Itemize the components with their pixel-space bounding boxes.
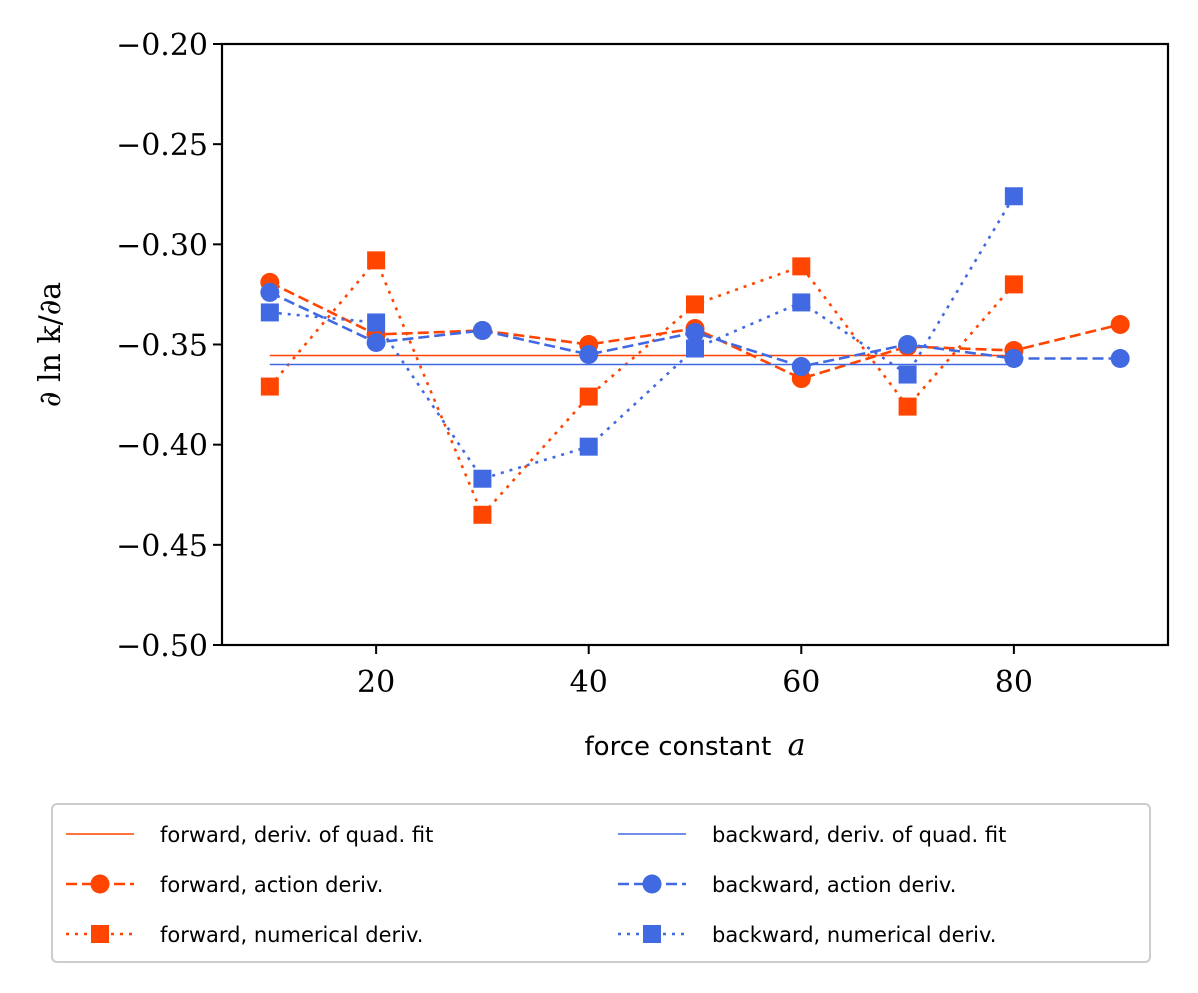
data-point xyxy=(579,437,598,456)
series-5 xyxy=(260,187,1023,488)
y-tick-label: −0.35 xyxy=(116,329,208,364)
data-point xyxy=(898,335,918,354)
data-point xyxy=(367,313,386,332)
ticks: 20 40 60 80 −0.20 −0.25 −0.30 −0.35 −0.40 −0.45 −0… xyxy=(116,28,1033,700)
legend-label: backward, action deriv. xyxy=(712,873,956,897)
y-tick-label: −0.45 xyxy=(116,529,208,564)
data-point xyxy=(791,357,811,377)
x-tick-label: 20 xyxy=(357,665,395,700)
legend-label: forward, numerical deriv. xyxy=(160,923,423,947)
y-tick-label: −0.20 xyxy=(116,28,208,63)
data-point xyxy=(686,295,704,314)
legend-label: forward, action deriv. xyxy=(160,873,383,897)
legend-label: forward, deriv. of quad. fit xyxy=(160,823,433,847)
y-tick-label: −0.30 xyxy=(116,228,208,263)
legend-marker xyxy=(642,874,662,894)
legend-marker xyxy=(90,874,110,894)
x-tick-label: 40 xyxy=(570,665,608,700)
data-point xyxy=(1004,187,1023,206)
legend-label: backward, numerical deriv. xyxy=(712,923,996,947)
data-point xyxy=(1004,275,1023,294)
legend-box xyxy=(51,803,1151,963)
legend-label: backward, deriv. of quad. fit xyxy=(712,823,1006,847)
data-point xyxy=(260,303,279,322)
x-tick-label: 80 xyxy=(995,665,1033,700)
data-point xyxy=(472,320,492,340)
x-axis-label-text: force constant xyxy=(585,732,772,762)
series-2 xyxy=(260,251,1023,524)
data-point xyxy=(260,377,279,396)
data-point xyxy=(367,251,386,270)
legend: forward, deriv. of quad. fit forward, act… xyxy=(51,803,1151,963)
data-point xyxy=(366,332,386,352)
data-point xyxy=(1110,314,1130,334)
x-tick-label: 60 xyxy=(782,665,820,700)
data-point xyxy=(579,345,599,365)
y-tick-label: −0.25 xyxy=(116,128,208,163)
data-point xyxy=(792,293,811,312)
legend-marker xyxy=(91,925,109,943)
data-point xyxy=(579,387,598,406)
series-line xyxy=(269,195,1016,481)
x-axis-label-var: a xyxy=(788,728,806,763)
x-axis-label: force constant a xyxy=(585,728,806,763)
y-tick-label: −0.50 xyxy=(116,629,208,664)
data-point xyxy=(792,257,811,276)
data-point xyxy=(473,469,492,488)
series-4 xyxy=(260,282,1130,377)
data-point xyxy=(1004,349,1024,369)
data-point xyxy=(685,322,705,342)
y-axis-label: ∂ ln k/∂a xyxy=(33,282,68,407)
data-point xyxy=(898,365,917,384)
data-point xyxy=(473,505,492,524)
series-line xyxy=(268,257,1015,518)
plot-area xyxy=(260,187,1130,524)
data-point xyxy=(686,339,704,358)
data-point xyxy=(260,282,280,302)
data-point xyxy=(1110,349,1130,369)
legend-marker xyxy=(643,925,661,943)
data-point xyxy=(898,397,917,416)
y-tick-label: −0.40 xyxy=(116,429,208,464)
